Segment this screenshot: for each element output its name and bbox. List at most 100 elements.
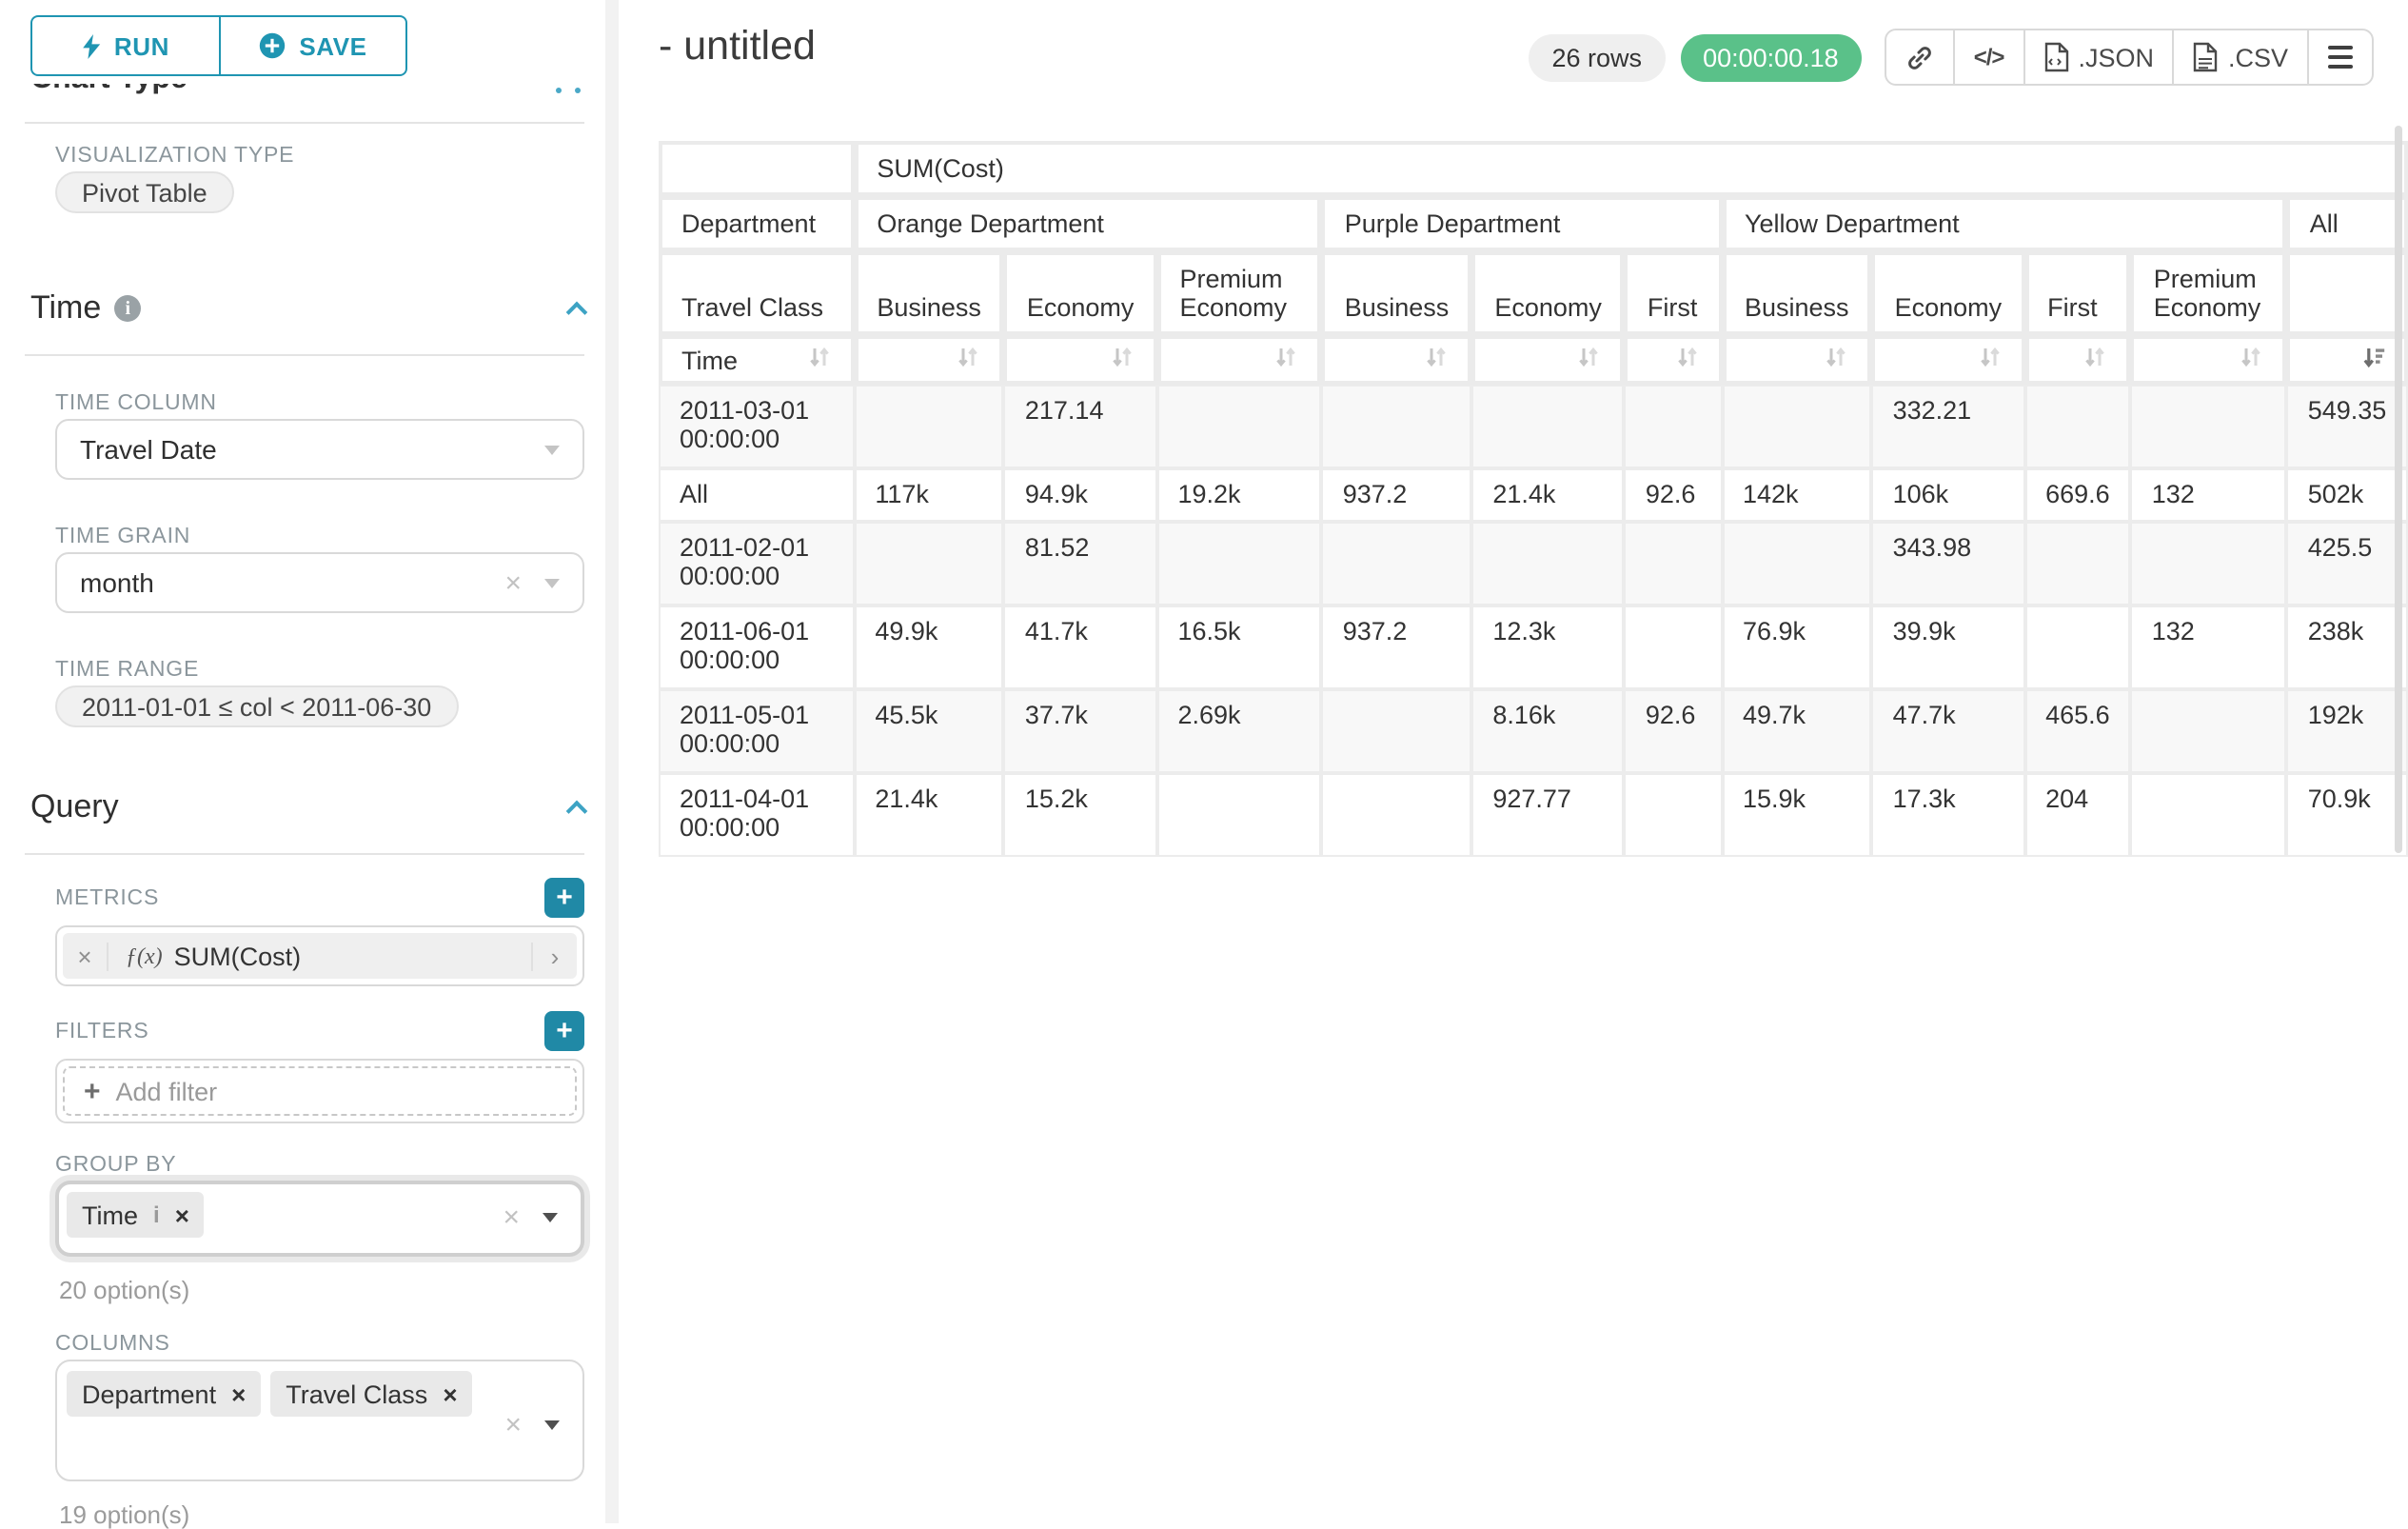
- pivot-cell: 45.5k: [854, 689, 1004, 773]
- sort-icon[interactable]: [2240, 345, 2264, 375]
- columns-tag-department[interactable]: Department ×: [67, 1371, 262, 1417]
- metrics-container: × ƒ(x) SUM(Cost) ›: [55, 925, 584, 986]
- share-link-button[interactable]: [1886, 30, 1955, 84]
- pivot-cell: 47.7k: [1871, 689, 2025, 773]
- remove-tag-icon[interactable]: ×: [443, 1380, 458, 1408]
- run-button[interactable]: RUN: [30, 15, 219, 76]
- sort-toggle[interactable]: [1722, 335, 1872, 385]
- sort-icon[interactable]: [1674, 345, 1699, 375]
- sort-icon[interactable]: [1274, 345, 1299, 375]
- sort-icon[interactable]: [1577, 345, 1602, 375]
- time-grain-select[interactable]: month ×: [55, 552, 584, 613]
- query-section-title: Query: [30, 788, 119, 824]
- pivot-cell: 16.5k: [1156, 606, 1322, 689]
- pivot-cell: [1156, 385, 1322, 468]
- time-column-select[interactable]: Travel Date: [55, 419, 584, 480]
- pivot-cell: 12.3k: [1471, 606, 1625, 689]
- group-by-select[interactable]: Time i × ×: [55, 1181, 584, 1257]
- pivot-cell: 41.7k: [1003, 606, 1157, 689]
- lightning-icon: [83, 33, 101, 58]
- sort-icon[interactable]: [1977, 345, 2002, 375]
- sort-icon[interactable]: [2083, 345, 2108, 375]
- sort-icon[interactable]: [1825, 345, 1849, 375]
- remove-metric-icon[interactable]: ×: [63, 942, 109, 970]
- pivot-cell: 937.2: [1321, 468, 1472, 522]
- time-range-pill[interactable]: 2011-01-01 ≤ col < 2011-06-30: [55, 685, 459, 727]
- sort-icon[interactable]: [957, 345, 981, 375]
- pivot-cell: [1156, 773, 1322, 857]
- chevron-right-icon[interactable]: ›: [531, 942, 577, 970]
- pivot-cell: [1722, 522, 1872, 606]
- run-save-group: RUN SAVE: [30, 15, 407, 76]
- sort-toggle-active[interactable]: [2286, 335, 2408, 385]
- remove-tag-icon[interactable]: ×: [174, 1201, 189, 1229]
- pivot-cell: 425.5: [2286, 522, 2408, 606]
- clear-icon[interactable]: ×: [503, 1201, 520, 1234]
- query-timer-badge: 00:00:00.18: [1680, 33, 1862, 81]
- sort-icon[interactable]: [1109, 345, 1134, 375]
- pivot-cell: [1471, 385, 1625, 468]
- sort-toggle[interactable]: [1624, 335, 1722, 385]
- sort-toggle[interactable]: [1156, 335, 1322, 385]
- sort-toggle[interactable]: [1871, 335, 2025, 385]
- pivot-all-header: All: [2286, 196, 2408, 251]
- menu-button[interactable]: [2309, 30, 2372, 84]
- add-metric-button[interactable]: +: [544, 878, 584, 918]
- chevron-up-icon-clipped[interactable]: [556, 88, 562, 93]
- save-button[interactable]: SAVE: [219, 15, 407, 76]
- code-icon: </>: [1973, 44, 2005, 70]
- pivot-col-dimension-label: Department: [659, 196, 855, 251]
- pivot-cell: 39.9k: [1871, 606, 2025, 689]
- pivot-corner-cell: [659, 141, 855, 196]
- sort-icon[interactable]: [806, 345, 831, 375]
- metric-pill[interactable]: × ƒ(x) SUM(Cost) ›: [63, 933, 577, 979]
- pivot-cell: [2130, 385, 2287, 468]
- sort-toggle[interactable]: [1003, 335, 1157, 385]
- pivot-class-header: Economy: [1871, 251, 2025, 335]
- groupby-tag-time[interactable]: Time i ×: [67, 1192, 205, 1238]
- export-toolbar: </> .JSON .CSV: [1884, 29, 2374, 86]
- visualization-type-pill[interactable]: Pivot Table: [55, 171, 234, 213]
- panel-scrollbar[interactable]: [605, 0, 619, 1523]
- chevron-up-icon-clipped[interactable]: [575, 88, 581, 93]
- sort-toggle[interactable]: [2130, 335, 2287, 385]
- pivot-cell: [2130, 689, 2287, 773]
- remove-tag-icon[interactable]: ×: [231, 1380, 247, 1408]
- pivot-cell: [1624, 606, 1722, 689]
- query-section-header: Query: [30, 788, 588, 826]
- pivot-cell: 76.9k: [1722, 606, 1872, 689]
- sort-descending-icon[interactable]: [2360, 345, 2385, 375]
- pivot-cell: 117k: [854, 468, 1004, 522]
- add-filter-dropzone[interactable]: + Add filter: [63, 1066, 577, 1116]
- view-query-button[interactable]: </>: [1955, 30, 2025, 84]
- column-info-icon[interactable]: i: [153, 1201, 160, 1228]
- columns-options-hint: 19 option(s): [59, 1500, 190, 1529]
- add-filter-button[interactable]: +: [544, 1011, 584, 1051]
- chevron-up-icon[interactable]: [565, 301, 588, 324]
- chevron-down-icon[interactable]: [543, 1213, 558, 1222]
- export-json-button[interactable]: .JSON: [2024, 30, 2175, 84]
- sort-toggle[interactable]: [1471, 335, 1625, 385]
- chart-title[interactable]: - untitled: [659, 23, 816, 69]
- sort-toggle[interactable]: [1321, 335, 1472, 385]
- metrics-label: METRICS: [55, 887, 160, 910]
- pivot-department-header: Orange Department: [854, 196, 1322, 251]
- sort-toggle[interactable]: [2024, 335, 2131, 385]
- columns-tag-travel-class[interactable]: Travel Class ×: [270, 1371, 473, 1417]
- pivot-class-header: Business: [1722, 251, 1872, 335]
- time-dimension-label: Time: [681, 346, 738, 374]
- chevron-down-icon[interactable]: [544, 1420, 560, 1430]
- json-file-icon: [2044, 42, 2068, 72]
- export-csv-button[interactable]: .CSV: [2175, 30, 2309, 84]
- sort-toggle[interactable]: [854, 335, 1004, 385]
- sort-icon[interactable]: [1424, 345, 1449, 375]
- page-scrollbar[interactable]: [2395, 126, 2402, 853]
- clear-icon[interactable]: ×: [504, 1409, 522, 1441]
- clear-icon[interactable]: ×: [504, 566, 522, 599]
- columns-select[interactable]: Department × Travel Class × ×: [55, 1360, 584, 1481]
- chevron-up-icon[interactable]: [565, 800, 588, 823]
- section-divider: [25, 853, 584, 855]
- pivot-cell: [1722, 385, 1872, 468]
- pivot-cell: 92.6: [1624, 468, 1722, 522]
- info-icon[interactable]: i: [114, 295, 142, 322]
